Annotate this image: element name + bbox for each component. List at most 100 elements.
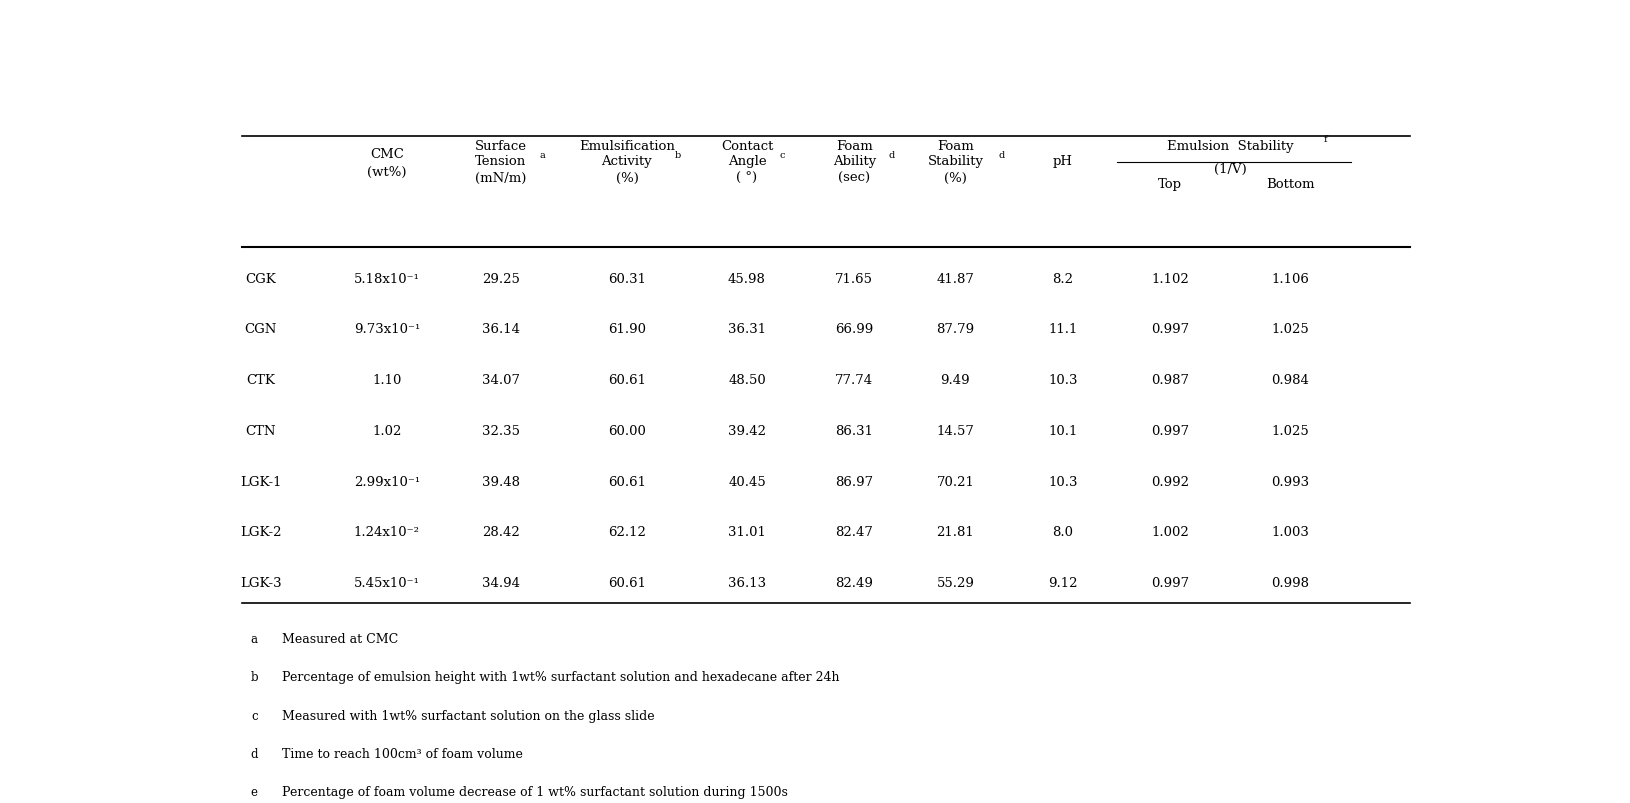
Text: 14.57: 14.57: [937, 424, 975, 438]
Text: CMC: CMC: [370, 148, 404, 161]
Text: 0.987: 0.987: [1151, 373, 1190, 387]
Text: 0.984: 0.984: [1271, 373, 1309, 387]
Text: 21.81: 21.81: [937, 526, 975, 539]
Text: 36.31: 36.31: [729, 323, 766, 336]
Text: 71.65: 71.65: [835, 272, 874, 285]
Text: CGK: CGK: [244, 272, 275, 285]
Text: 1.10: 1.10: [372, 373, 401, 387]
Text: 41.87: 41.87: [937, 272, 975, 285]
Text: 39.48: 39.48: [481, 475, 520, 488]
Text: 82.49: 82.49: [836, 577, 874, 589]
Text: d: d: [251, 747, 258, 760]
Text: 61.90: 61.90: [608, 323, 645, 336]
Text: 36.13: 36.13: [729, 577, 766, 589]
Text: 5.18x10⁻¹: 5.18x10⁻¹: [354, 272, 421, 285]
Text: 55.29: 55.29: [937, 577, 975, 589]
Text: 1.002: 1.002: [1151, 526, 1188, 539]
Text: 10.1: 10.1: [1048, 424, 1077, 438]
Text: LGK-3: LGK-3: [240, 577, 282, 589]
Text: 2.99x10⁻¹: 2.99x10⁻¹: [354, 475, 421, 488]
Text: 40.45: 40.45: [729, 475, 766, 488]
Text: f: f: [1324, 135, 1327, 144]
Text: d: d: [998, 151, 1004, 160]
Text: 60.61: 60.61: [608, 577, 645, 589]
Text: 9.49: 9.49: [941, 373, 970, 387]
Text: 0.997: 0.997: [1151, 424, 1190, 438]
Text: Measured with 1wt% surfactant solution on the glass slide: Measured with 1wt% surfactant solution o…: [282, 709, 655, 722]
Text: 86.31: 86.31: [835, 424, 874, 438]
Text: 60.00: 60.00: [608, 424, 645, 438]
Text: Foam: Foam: [937, 140, 973, 153]
Text: 1.106: 1.106: [1271, 272, 1309, 285]
Text: Emulsification: Emulsification: [579, 140, 675, 153]
Text: c: c: [779, 151, 786, 160]
Text: 60.61: 60.61: [608, 475, 645, 488]
Text: 1.102: 1.102: [1151, 272, 1188, 285]
Text: Top: Top: [1159, 177, 1182, 190]
Text: 31.01: 31.01: [729, 526, 766, 539]
Text: 0.997: 0.997: [1151, 323, 1190, 336]
Text: 1.025: 1.025: [1271, 323, 1309, 336]
Text: 48.50: 48.50: [729, 373, 766, 387]
Text: LGK-1: LGK-1: [240, 475, 282, 488]
Text: 66.99: 66.99: [835, 323, 874, 336]
Text: Ability: Ability: [833, 155, 875, 168]
Text: 8.0: 8.0: [1053, 526, 1073, 539]
Text: 5.45x10⁻¹: 5.45x10⁻¹: [354, 577, 421, 589]
Text: 1.003: 1.003: [1271, 526, 1309, 539]
Text: 0.992: 0.992: [1151, 475, 1190, 488]
Text: 86.97: 86.97: [835, 475, 874, 488]
Text: (1/V): (1/V): [1214, 163, 1247, 176]
Text: CGN: CGN: [244, 323, 277, 336]
Text: b: b: [251, 671, 258, 683]
Text: 39.42: 39.42: [729, 424, 766, 438]
Text: 60.31: 60.31: [608, 272, 645, 285]
Text: c: c: [251, 709, 258, 722]
Text: 0.993: 0.993: [1271, 475, 1309, 488]
Text: 36.14: 36.14: [481, 323, 520, 336]
Text: (sec): (sec): [838, 172, 870, 185]
Text: Angle: Angle: [727, 155, 766, 168]
Text: a: a: [251, 632, 258, 645]
Text: pH: pH: [1053, 155, 1073, 168]
Text: 1.24x10⁻²: 1.24x10⁻²: [354, 526, 421, 539]
Text: Surface: Surface: [474, 140, 526, 153]
Text: ( °): ( °): [737, 172, 758, 185]
Text: Emulsion  Stability: Emulsion Stability: [1167, 140, 1294, 153]
Text: CTN: CTN: [246, 424, 275, 438]
Text: 60.61: 60.61: [608, 373, 645, 387]
Text: (%): (%): [944, 172, 967, 185]
Text: (%): (%): [616, 172, 639, 185]
Text: e: e: [251, 785, 258, 798]
Text: 10.3: 10.3: [1048, 373, 1077, 387]
Text: 0.998: 0.998: [1271, 577, 1309, 589]
Text: Foam: Foam: [836, 140, 872, 153]
Text: 11.1: 11.1: [1048, 323, 1077, 336]
Text: Activity: Activity: [601, 155, 652, 168]
Text: 1.02: 1.02: [372, 424, 401, 438]
Text: 62.12: 62.12: [608, 526, 645, 539]
Text: 32.35: 32.35: [481, 424, 520, 438]
Text: Time to reach 100cm³ of foam volume: Time to reach 100cm³ of foam volume: [282, 747, 523, 760]
Text: 77.74: 77.74: [835, 373, 874, 387]
Text: 1.025: 1.025: [1271, 424, 1309, 438]
Text: a: a: [540, 151, 546, 160]
Text: CTK: CTK: [246, 373, 275, 387]
Text: Bottom: Bottom: [1267, 177, 1314, 190]
Text: 45.98: 45.98: [729, 272, 766, 285]
Text: 34.07: 34.07: [481, 373, 520, 387]
Text: 29.25: 29.25: [482, 272, 520, 285]
Text: Percentage of emulsion height with 1wt% surfactant solution and hexadecane after: Percentage of emulsion height with 1wt% …: [282, 671, 839, 683]
Text: 9.73x10⁻¹: 9.73x10⁻¹: [354, 323, 421, 336]
Text: 87.79: 87.79: [936, 323, 975, 336]
Text: Stability: Stability: [927, 155, 983, 168]
Text: Measured at CMC: Measured at CMC: [282, 632, 398, 645]
Text: Tension: Tension: [474, 155, 526, 168]
Text: LGK-2: LGK-2: [240, 526, 282, 539]
Text: 82.47: 82.47: [836, 526, 874, 539]
Text: Percentage of foam volume decrease of 1 wt% surfactant solution during 1500s: Percentage of foam volume decrease of 1 …: [282, 785, 787, 798]
Text: 8.2: 8.2: [1053, 272, 1073, 285]
Text: 34.94: 34.94: [481, 577, 520, 589]
Text: d: d: [888, 151, 895, 160]
Text: (wt%): (wt%): [367, 166, 406, 179]
